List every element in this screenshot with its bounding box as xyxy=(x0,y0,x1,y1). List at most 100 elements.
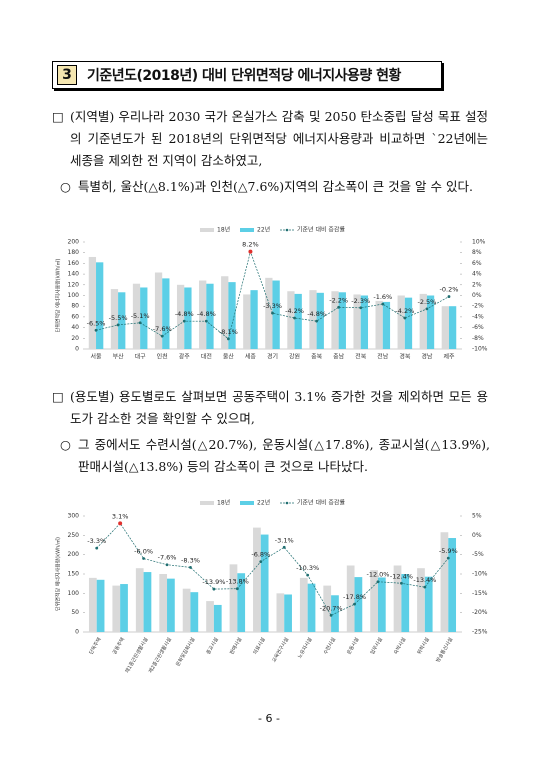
bar xyxy=(228,282,236,349)
data-label: -4.8% xyxy=(197,310,216,318)
x-tick-label: 경남 xyxy=(421,353,433,361)
marker: □ xyxy=(52,389,64,404)
rate-point xyxy=(353,602,356,606)
x-tick-label: 공동주택 xyxy=(111,636,126,656)
bar xyxy=(182,588,191,632)
y-tick-label: 250 xyxy=(68,532,80,539)
y2-tick-label: -4% xyxy=(472,313,484,320)
bar xyxy=(206,283,214,349)
bar xyxy=(448,306,457,349)
bar xyxy=(441,306,449,349)
data-label: -1.6% xyxy=(373,293,392,301)
x-tick-label: 판매시설 xyxy=(228,636,243,656)
y-tick-label: 80 xyxy=(71,303,79,310)
paragraph: □ (용도별) 용도별로도 살펴보면 공동주택이 3.1% 증가한 것을 제외하… xyxy=(52,386,488,430)
bar xyxy=(276,593,285,632)
y-tick-label: 200 xyxy=(68,239,80,246)
bar xyxy=(426,295,435,349)
x-tick-label: 제주 xyxy=(443,353,455,361)
x-tick-label: 위락시설 xyxy=(416,636,431,656)
marker: ○ xyxy=(60,179,71,194)
y2-tick-label: 0% xyxy=(472,292,482,299)
data-label: 3.1% xyxy=(112,512,129,520)
x-tick-label: 업무시설 xyxy=(369,636,384,656)
y-tick-label: 50 xyxy=(71,609,79,616)
y2-tick-label: 10% xyxy=(472,239,486,246)
data-label: -13.4% xyxy=(413,576,436,584)
x-tick-label: 숙박시설 xyxy=(392,636,407,656)
paragraph: □ (지역별) 우리나라 2030 국가 온실가스 감축 및 2050 탄소중립… xyxy=(52,106,488,172)
x-tick-label: 전남 xyxy=(377,353,389,361)
x-tick-label: 전북 xyxy=(355,353,367,361)
bar xyxy=(110,289,119,349)
bar xyxy=(184,287,192,349)
bar xyxy=(265,277,273,349)
y-tick-label: 100 xyxy=(68,292,80,299)
bar xyxy=(316,292,324,349)
legend-swatch xyxy=(285,228,289,232)
bar xyxy=(88,256,97,349)
paragraph: ○ 그 중에서도 수련시설(△20.7%), 운동시설(△17.8%), 종교시… xyxy=(60,434,490,478)
rate-point xyxy=(403,316,407,320)
data-label: -2.3% xyxy=(351,297,370,305)
x-tick-label: 제2종근린생활시설 xyxy=(147,636,173,674)
x-tick-label: 경북 xyxy=(399,354,411,361)
y-tick-label: 300 xyxy=(68,513,80,520)
legend-label: 기준년 대비 증감률 xyxy=(297,499,345,507)
y2-tick-label: 8% xyxy=(472,249,482,256)
data-label: -10.3% xyxy=(296,564,319,572)
bar xyxy=(377,577,386,632)
rate-point xyxy=(116,323,120,327)
x-tick-label: 대전 xyxy=(201,353,212,361)
y2-tick-label: 2% xyxy=(472,281,482,288)
bar xyxy=(272,280,280,349)
bar xyxy=(96,579,105,632)
bar xyxy=(417,568,425,632)
x-tick-label: 충북 xyxy=(311,353,323,361)
data-label: -5.9% xyxy=(439,547,458,555)
paragraph-text: 특별히, 울산(△8.1%)과 인천(△7.6%)지역의 감소폭이 큰 것을 알… xyxy=(78,179,473,194)
data-label: -6.5% xyxy=(87,319,106,327)
bar xyxy=(135,568,144,632)
bar xyxy=(294,293,302,349)
bar xyxy=(206,601,214,632)
bar xyxy=(237,573,246,632)
rate-point xyxy=(248,249,253,254)
x-tick-label: 종교시설 xyxy=(205,636,220,656)
y-tick-label: 160 xyxy=(68,260,80,267)
rate-point xyxy=(425,307,429,311)
y2-tick-label: -10% xyxy=(472,346,488,353)
chart: 단위면적당 에너지사용량(kWh/㎡) 0 50 100 150 200 250 300 -25… xyxy=(55,499,488,675)
data-label: -7.6% xyxy=(158,554,177,562)
rate-point xyxy=(446,556,450,560)
data-label: -13.8% xyxy=(226,578,249,586)
bar xyxy=(154,272,163,349)
data-label: -6.0% xyxy=(134,548,153,556)
y2-tick-label: -6% xyxy=(472,324,484,331)
bar xyxy=(448,538,457,632)
paragraph-text: 그 중에서도 수련시설(△20.7%), 운동시설(△17.8%), 종교시설(… xyxy=(78,437,490,474)
bar xyxy=(331,291,339,349)
bar xyxy=(346,565,355,632)
bar xyxy=(96,262,104,349)
x-tick-label: 대구 xyxy=(135,353,147,361)
legend-swatch xyxy=(240,501,254,505)
x-tick-label: 운동시설 xyxy=(345,636,360,656)
data-label: -20.7% xyxy=(320,604,343,612)
y-tick-label: 0 xyxy=(75,629,79,636)
rate-line xyxy=(95,250,450,340)
bar xyxy=(167,578,175,632)
data-label: 8.2% xyxy=(242,241,259,249)
data-label: -0.2% xyxy=(440,286,459,294)
x-tick-label: 단독주택 xyxy=(87,636,102,656)
data-label: -4.2% xyxy=(285,307,304,315)
marker: □ xyxy=(52,109,64,124)
rate-point xyxy=(376,580,380,584)
rate-point xyxy=(423,585,427,589)
section-number: 3 xyxy=(57,65,77,85)
bar xyxy=(112,585,121,632)
bar xyxy=(370,570,378,632)
data-label: -3.1% xyxy=(275,536,294,544)
x-tick-label: 서울 xyxy=(91,353,103,361)
